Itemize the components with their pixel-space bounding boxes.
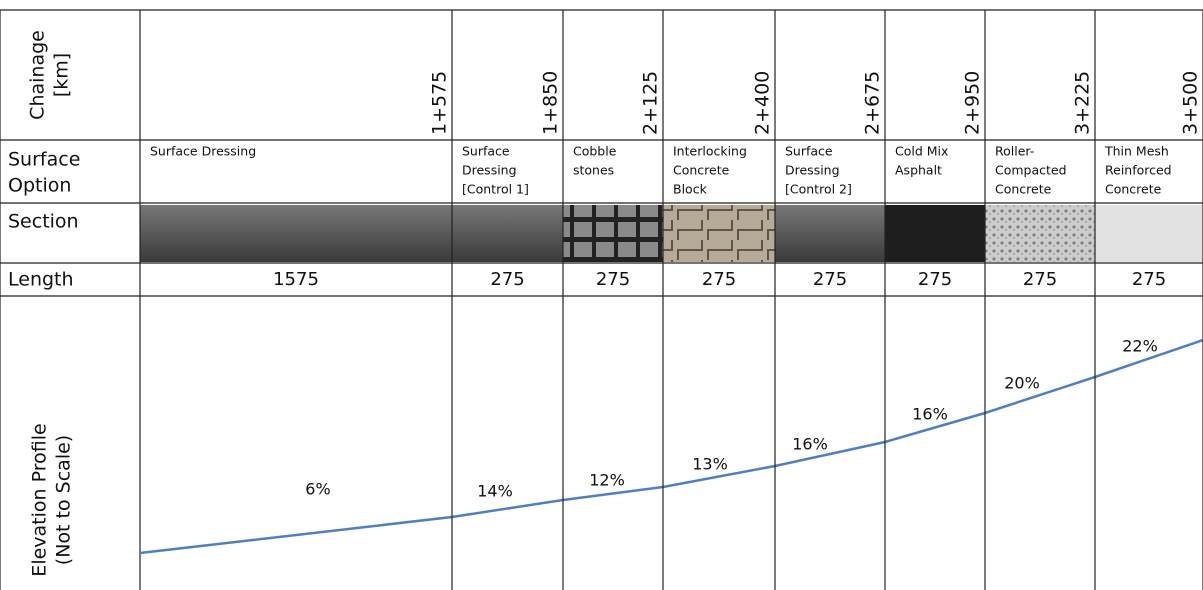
surface-option: [Control 2] <box>785 182 852 197</box>
grade: 13% <box>692 455 728 474</box>
surface-option: Interlocking <box>673 144 747 159</box>
length: 275 <box>702 269 736 290</box>
row-header: Section <box>8 211 79 233</box>
surface-option: [Control 1] <box>462 182 529 197</box>
grade: 12% <box>589 471 625 490</box>
surface-option: Surface <box>785 144 833 159</box>
length: 275 <box>1023 269 1057 290</box>
surface-option: Asphalt <box>895 163 942 178</box>
length: 275 <box>1132 269 1166 290</box>
chainage: 3+500 <box>1180 71 1202 135</box>
surface-option: Compacted <box>995 163 1067 178</box>
length: 275 <box>596 269 630 290</box>
grade: 20% <box>1004 374 1040 393</box>
grade: 16% <box>912 405 948 424</box>
length: 1575 <box>273 269 319 290</box>
elevation-line <box>139 338 1203 555</box>
chainage: 2+125 <box>640 71 662 135</box>
length: 275 <box>813 269 847 290</box>
surface-option: Dressing <box>785 163 840 178</box>
grade: 22% <box>1122 337 1158 356</box>
surface-option: stones <box>573 163 614 178</box>
surface-option: Surface Dressing <box>150 144 256 159</box>
section-images <box>140 205 1203 262</box>
surface-option: Cobble <box>573 144 617 159</box>
surface-option: Cold Mix <box>895 144 948 159</box>
chainage: 1+575 <box>429 71 451 135</box>
chainage: 1+850 <box>540 71 562 135</box>
row-header: [km] <box>51 53 73 97</box>
chainage: 2+400 <box>752 71 774 135</box>
row-header: Length <box>8 269 74 291</box>
row-header: Elevation Profile <box>29 423 51 576</box>
row-header: Option <box>8 175 71 197</box>
length: 275 <box>490 269 524 290</box>
row-header: Surface <box>8 149 80 171</box>
surface-option: Concrete <box>1105 182 1162 197</box>
row-header: (Not to Scale) <box>53 435 75 565</box>
chainage: 2+675 <box>862 71 884 135</box>
chainage: 3+225 <box>1072 71 1094 135</box>
surface-option: Dressing <box>462 163 517 178</box>
surface-option: Concrete <box>995 182 1052 197</box>
table-grid <box>0 9 1203 590</box>
grade: 6% <box>305 480 330 499</box>
grade: 16% <box>792 435 828 454</box>
grade: 14% <box>477 482 513 501</box>
surface-option: Thin Mesh <box>1104 144 1169 159</box>
surface-option: Roller- <box>995 144 1034 159</box>
chainage: 2+950 <box>962 71 984 135</box>
surface-option: Concrete <box>673 163 730 178</box>
row-header: Chainage <box>27 30 49 120</box>
length: 275 <box>918 269 952 290</box>
surface-option: Reinforced <box>1105 163 1172 178</box>
surface-option: Surface <box>462 144 510 159</box>
surface-option: Block <box>673 182 708 197</box>
